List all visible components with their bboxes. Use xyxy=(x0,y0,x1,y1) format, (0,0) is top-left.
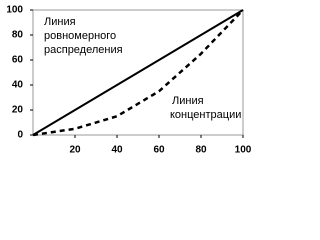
x-tick-label: 80 xyxy=(195,145,207,156)
x-tick-label: 100 xyxy=(235,145,252,156)
series-line xyxy=(32,9,244,137)
y-tick-label: 60 xyxy=(12,55,24,66)
y-tick-label: 20 xyxy=(12,105,24,116)
y-tick-label: 80 xyxy=(12,30,24,41)
chart: 0 20 40 60 80 100 20 40 60 80 100 Линия ровномерного… xyxy=(6,5,252,156)
y-tick-label: 100 xyxy=(6,5,23,16)
x-tick-label: 20 xyxy=(69,145,81,156)
x-tick-label: 60 xyxy=(153,145,165,156)
annotation: Линия xyxy=(44,16,76,28)
annotation: Линия xyxy=(172,95,204,107)
y-tick-label: 0 xyxy=(17,130,23,141)
y-tick-label: 40 xyxy=(12,80,24,91)
x-tick-label: 40 xyxy=(111,145,123,156)
annotation: ровномерного xyxy=(44,30,116,42)
annotation: распределения xyxy=(44,44,123,56)
annotation: концентрации xyxy=(170,109,241,121)
series-line xyxy=(32,9,244,136)
